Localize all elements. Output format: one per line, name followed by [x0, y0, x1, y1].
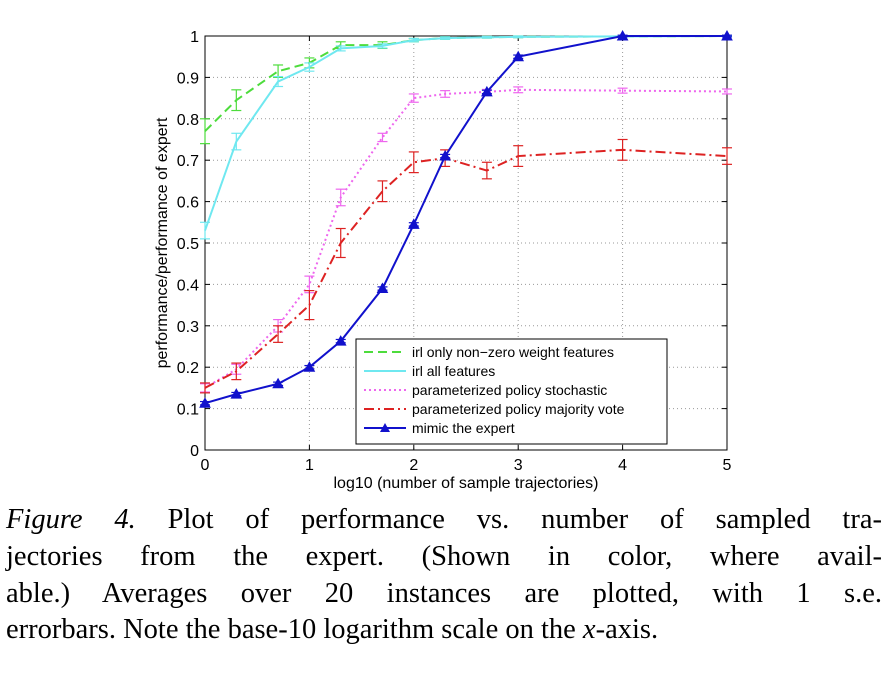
series-parameterized-policy-majority-vote: [200, 138, 732, 394]
y-tick-label: 0.6: [177, 195, 199, 212]
series-line: [204, 35, 727, 405]
series-mimic-the-expert: [199, 29, 733, 408]
data-point: [439, 150, 451, 161]
legend-label: parameterized policy majority vote: [412, 401, 625, 417]
y-tick-label: 0.9: [177, 70, 199, 87]
y-tick-label: 0.7: [177, 153, 199, 170]
series-line: [204, 88, 728, 389]
x-tick-label: 4: [618, 457, 627, 474]
data-point: [616, 29, 629, 41]
caption-text-4-end: -axis.: [595, 614, 659, 646]
caption-line-2: jectories from the expert. (Shown in col…: [6, 540, 882, 572]
data-point: [407, 218, 420, 229]
legend: irl only non−zero weight features irl all…: [355, 338, 668, 445]
y-tick-label: 0.3: [177, 319, 199, 336]
x-tick-label: 0: [201, 457, 210, 474]
legend-label: mimic the expert: [412, 420, 515, 436]
x-tick-label: 5: [723, 457, 732, 474]
data-point: [481, 85, 493, 97]
x-tick-label: 2: [409, 457, 418, 474]
caption-line-3: able.) Averages over 20 instances are pl…: [6, 577, 882, 609]
caption-label: Figure 4.: [6, 504, 136, 535]
y-tick-label: 1: [190, 29, 199, 46]
y-tick-label: 0.5: [177, 236, 199, 253]
y-tick-label: 0.4: [177, 277, 199, 294]
ticks: 0 0.1 0.2 0.3 0.4 0.5 0.6 0.7 0.8 0.9 1 0 1 2 3 4 5: [177, 29, 732, 474]
caption-text-1: Plot of performance vs. number of sample…: [135, 504, 882, 535]
caption-axis-var: x: [582, 614, 596, 646]
y-axis-label: performance/performance of expert: [154, 117, 171, 368]
caption-line-1: Figure 4. Plot of performance vs. number…: [6, 502, 882, 539]
x-tick-label: 1: [305, 457, 314, 474]
legend-marker: [380, 423, 390, 432]
legend-box: [355, 338, 668, 445]
data-point: [272, 377, 284, 389]
legend-label: parameterized policy stochastic: [412, 382, 607, 398]
data-point: [303, 361, 316, 372]
data-point: [376, 282, 389, 294]
caption-line-4: errorbars. Note the base-10 logarithm sc…: [6, 612, 882, 649]
legend-label: irl all features: [412, 363, 495, 379]
x-tick-label: 3: [514, 457, 523, 474]
data-point: [512, 50, 525, 62]
x-axis-label: log10 (number of sample trajectories): [333, 475, 598, 492]
caption-text-4: errorbars. Note the base-10 logarithm sc…: [6, 614, 583, 646]
y-tick-label: 0: [190, 443, 199, 460]
data-point: [230, 388, 243, 399]
y-tick-label: 0.8: [177, 112, 199, 129]
y-tick-label: 0.1: [177, 402, 199, 419]
y-tick-label: 0.2: [177, 360, 199, 377]
data-point: [199, 397, 211, 408]
series-line: [204, 35, 728, 231]
legend-label: irl only non−zero weight features: [412, 344, 614, 360]
figure-caption: Figure 4. Plot of performance vs. number…: [6, 502, 882, 649]
performance-chart: 0 0.1 0.2 0.3 0.4 0.5 0.6 0.7 0.8 0.9 1 0 1 2 3 4 5 log10…: [154, 29, 733, 492]
data-point: [334, 335, 347, 346]
figure: 0 0.1 0.2 0.3 0.4 0.5 0.6 0.7 0.8 0.9 1 0 1 2 3 4 5 log10…: [154, 29, 733, 492]
data-point: [721, 29, 733, 41]
series-line: [204, 148, 728, 389]
